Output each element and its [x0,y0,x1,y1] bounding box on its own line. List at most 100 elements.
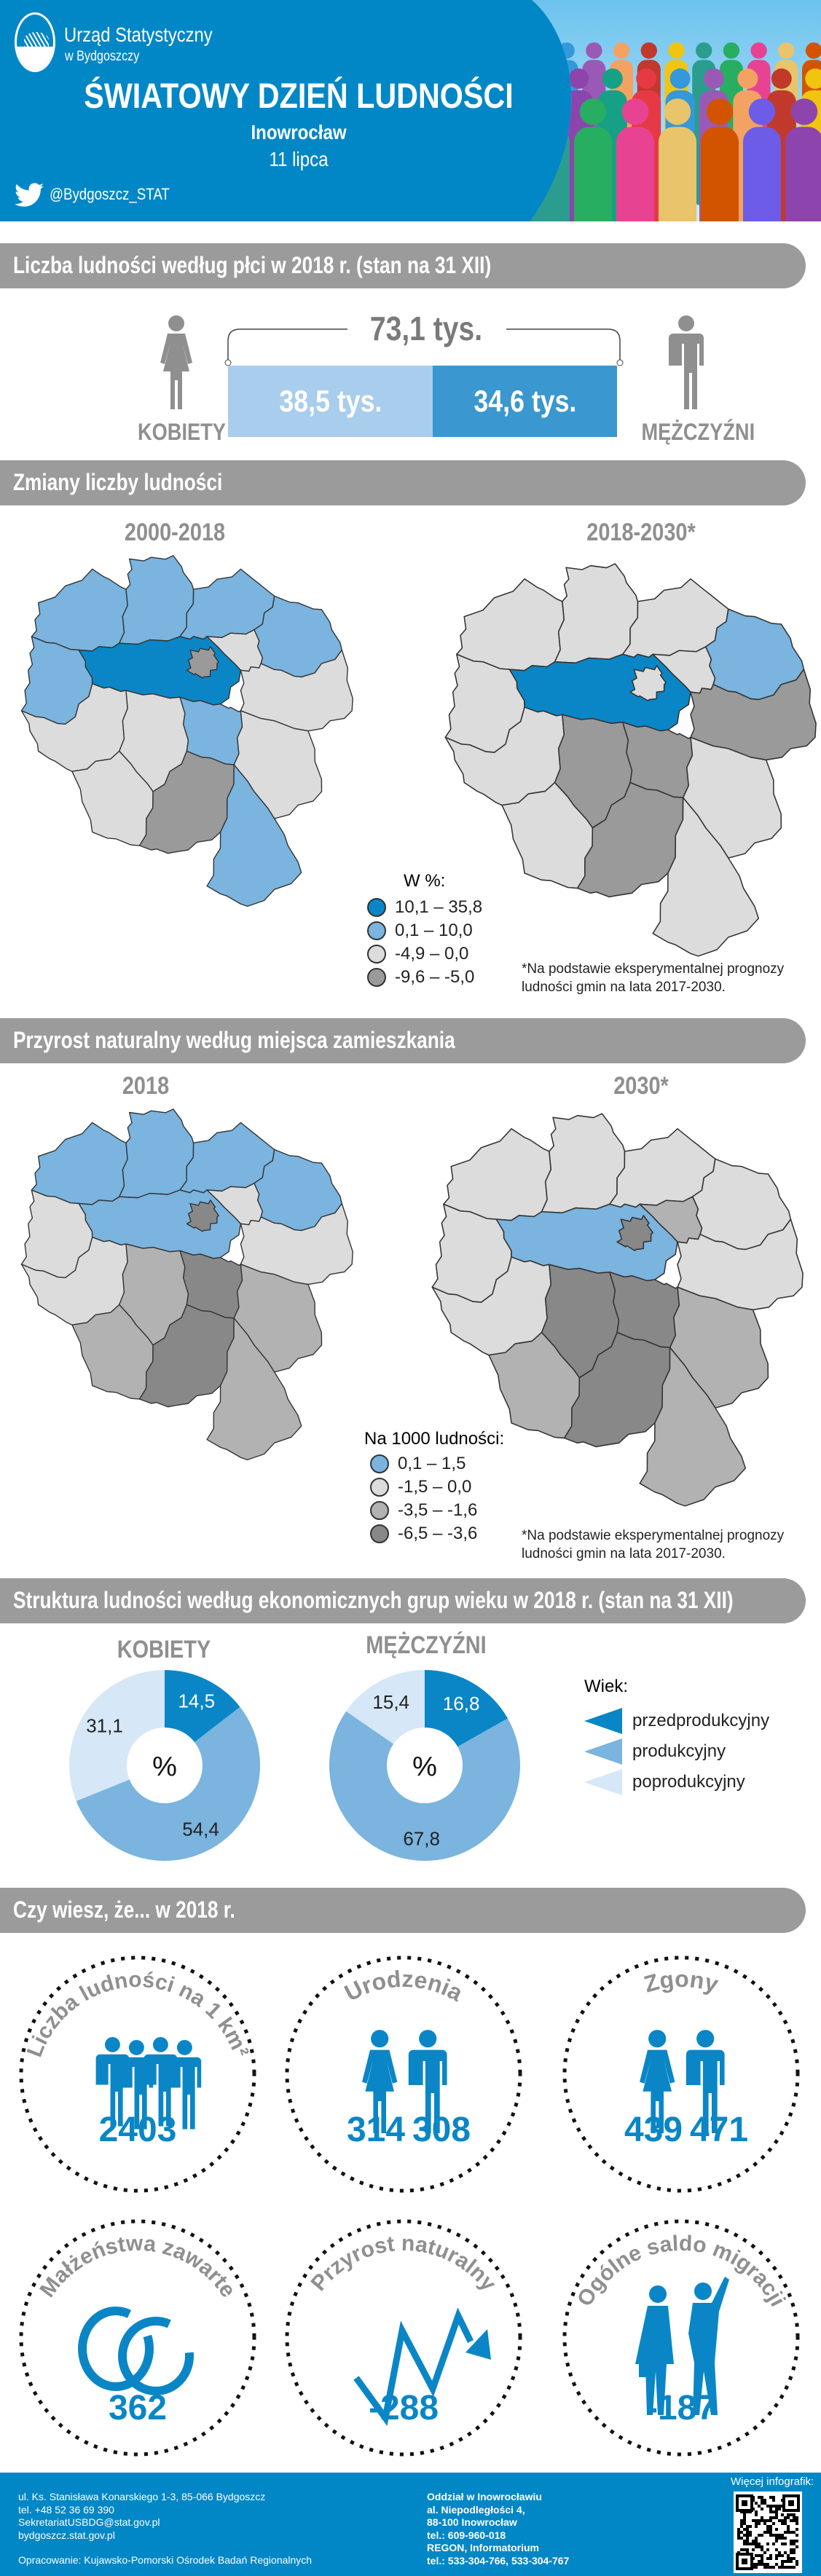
fact-circle: Liczba ludności na 1 km² 2403 [19,1955,256,2193]
map-natural-2018 [20,1108,353,1461]
map-region [71,1304,154,1400]
woman-icon [160,315,192,409]
legend-label: 0,1 – 1,5 [398,1454,466,1473]
footnote: *Na podstawie eksperymentalnej prognozy l… [522,1527,784,1563]
map-region [31,1122,128,1205]
fact-card: Liczba ludności na 1 km² 2403 [14,1950,262,2198]
people-group-icon [95,2036,202,2130]
branch-line: al. Niepodległości 4, [427,2503,525,2516]
map-title: 2018-2030* [586,519,696,546]
map-region [119,1108,195,1199]
legend-swatch [370,1501,389,1520]
event-date: 11 lipca [269,148,329,170]
map-region [71,750,154,846]
man-icon [669,315,704,409]
fact-card: Ogólne saldo migracji -187 [557,2214,805,2462]
dotted-border [19,1955,256,2193]
legend-swatch [367,921,386,940]
twitter-icon[interactable] [15,182,44,208]
map-region [456,578,565,671]
legend-label: produkcyjny [632,1741,726,1761]
donut-slice-produkcyjny [329,1711,520,1861]
crowd-person-head [723,42,740,59]
legend-item: przedprodukcyjny [584,1706,769,1736]
section-header-change: Zmiany liczby ludności [0,460,806,505]
crowd-person-head [750,42,767,59]
email-link[interactable]: SekretariatUSBDG@stat.gov.pl [18,2516,160,2528]
age-structure-donuts: 14,5 54,4 31,1% 16,8 67,8 15,4% [68,1670,520,1861]
footer-branch: Oddział w Inowrocławiu al. Niepodległośc… [427,2491,569,2567]
fact-circle: Zgony 439 471 [562,1955,800,2193]
legend-item: -1,5 – 0,0 [370,1476,504,1499]
section-header-sex: Liczba ludności według płci w 2018 r. (s… [0,243,806,288]
map-region [554,563,639,664]
legend-swatch [367,898,386,917]
men-bar: 34,6 tys. [433,366,617,437]
legend-swatch [367,968,386,987]
legend-item: 10,1 – 35,8 [367,896,482,919]
legend-item: -4,9 – 0,0 [367,942,482,966]
more-infographics-label: Więcej infografik: [731,2475,814,2488]
legend-label: przedprodukcyjny [632,1711,770,1730]
crowd-person-head [535,68,555,89]
donut-center-symbol: % [152,1752,177,1782]
logo-icon [15,12,55,72]
crowd-person-head [696,42,712,59]
legend-swatch [370,1478,389,1497]
legend-title: Na 1000 ludności: [364,1429,505,1449]
credit: Opracowanie: Kujawsko-Pomorski Ośrodek B… [18,2554,313,2566]
population-bar: 38,5 tys. 34,6 tys. [228,366,617,437]
fact-card: Urodzenia 314 308 [280,1950,527,2198]
map-region [206,764,302,907]
wedding-rings-icon [78,2307,194,2395]
map-region [206,1317,302,1461]
footer: ul. Ks. Stanisława Konarskiego 1-3, 85-0… [0,2473,821,2576]
crowd-person-head [613,42,630,59]
legend-swatch [367,945,386,964]
section-title: Liczba ludności według płci w 2018 r. (s… [13,252,492,278]
fact-value: 362 [109,2389,167,2427]
crowd-person-head [704,68,724,89]
section-title: Czy wiesz, że... w 2018 r. [13,1896,235,1923]
fact-value: 439 [624,2111,683,2149]
fact-value: -187 [646,2389,716,2427]
legend-label: -6,5 – -3,6 [398,1524,478,1543]
crowd-person-head [778,42,795,59]
map-region [690,669,817,761]
map-region [669,1286,769,1409]
legend-item: 0,1 – 10,0 [367,919,482,942]
donut-slice-przedprodukcyjny [165,1670,240,1743]
org-name: Urząd Statystyczny [64,23,213,46]
branch-line: REGON, Informatorium [427,2542,540,2553]
fact-value: 308 [412,2111,471,2149]
women-bar: 38,5 tys. [228,366,433,437]
map-region [639,1347,747,1507]
legend-title: W %: [404,871,446,891]
crowd-person-head [568,68,589,89]
city-name: Inowrocław [251,121,347,143]
zigzag-arrow-icon [353,2307,491,2427]
men-value: 34,6 tys. [474,384,577,418]
phone: tel. +48 52 36 69 390 [18,2503,114,2516]
legend-item: poprodukcyjny [584,1767,769,1797]
crowd-person-head [706,98,734,125]
map-region [501,781,594,889]
map-region [240,649,353,732]
website-link[interactable]: bydgoszcz.stat.gov.pl [18,2529,115,2541]
donut-slice-przedprodukcyjny [425,1670,508,1747]
dotted-border [562,2219,800,2457]
branch-line: tel.: 533-304-766, 533-304-767 [427,2554,570,2567]
qr-code-icon[interactable] [734,2492,802,2573]
total-population: 73,1 tys. [369,310,483,347]
crowd-person-head [669,68,691,89]
footnote-line: *Na podstawie eksperymentalnej prognozy [522,1528,785,1543]
map-region [119,555,195,645]
map-change-2018-2030 [444,563,817,957]
section-header-structure: Struktura ludności według ekonomicznych … [0,1578,806,1623]
section-title: Zmiany liczby ludności [13,469,223,495]
twitter-handle[interactable]: @Bydgoszcz_STAT [50,185,170,203]
donut-value-label: 54,4 [182,1818,219,1840]
branch-line: 88-100 Inowrocław [427,2516,517,2528]
crowd-person-head [790,98,818,125]
fact-card: Zgony 439 471 [557,1950,805,2198]
